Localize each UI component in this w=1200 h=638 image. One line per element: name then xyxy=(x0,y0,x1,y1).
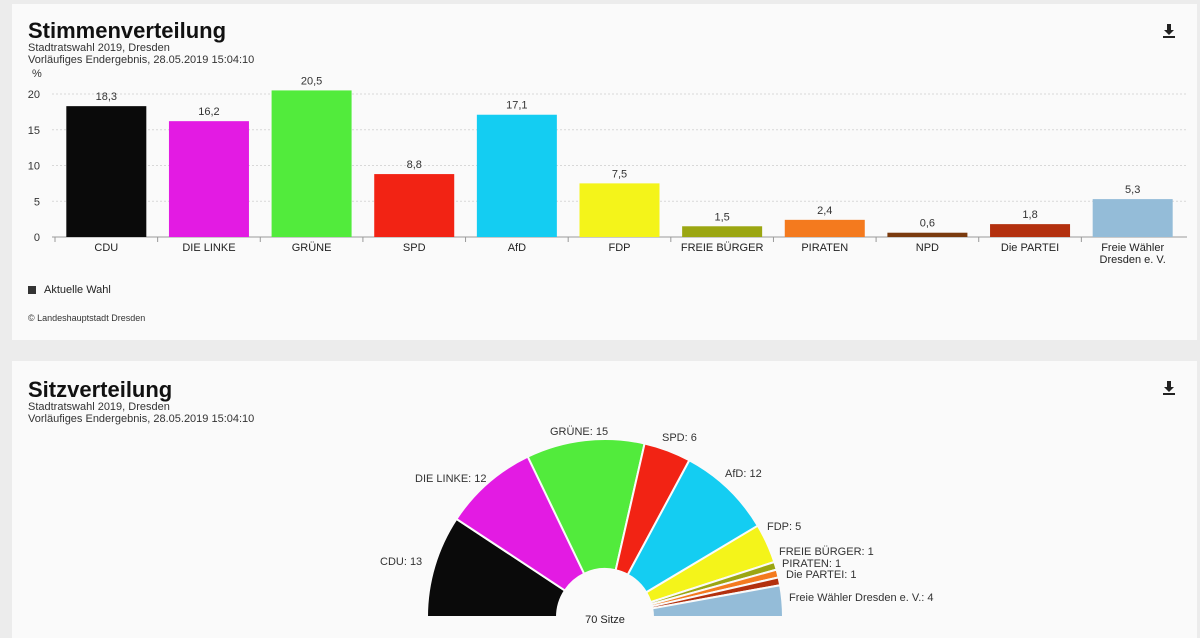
bar-value-label: 8,8 xyxy=(407,159,422,171)
seat-slice-label: FREIE BÜRGER: 1 xyxy=(779,546,874,558)
seat-slice-label: GRÜNE: 15 xyxy=(550,426,608,438)
bar-value-label: 1,5 xyxy=(714,211,729,223)
bar-value-label: 20,5 xyxy=(301,75,322,87)
seats-title: Sitzverteilung xyxy=(28,377,173,402)
bar-value-label: 17,1 xyxy=(506,100,527,112)
bar-afd xyxy=(476,114,557,237)
seat-slice-label: AfD: 12 xyxy=(725,468,762,480)
seat-slice-freie-w-hler-dresden-e-v- xyxy=(651,584,785,618)
bar-gr-ne xyxy=(271,90,352,237)
seat-slice-label: CDU: 13 xyxy=(380,556,422,568)
votes-title: Stimmenverteilung xyxy=(28,18,227,43)
legend-swatch xyxy=(28,286,36,295)
seats-subtitle-election: Stadtratswahl 2019, Dresden xyxy=(28,401,170,413)
download-icon[interactable] xyxy=(1160,22,1178,40)
votes-subtitle-election: Stadtratswahl 2019, Dresden xyxy=(28,42,170,54)
x-tick-label: Die PARTEI xyxy=(1001,242,1059,254)
seats-subtitle-status: Vorläufiges Endergebnis, 28.05.2019 15:0… xyxy=(28,413,255,425)
x-tick-label: CDU xyxy=(94,242,118,254)
download-icon[interactable] xyxy=(1160,379,1178,397)
seat-slice-label: Freie Wähler Dresden e. V.: 4 xyxy=(789,592,934,604)
y-axis-unit: % xyxy=(32,68,42,80)
x-tick-label: PIRATEN xyxy=(801,242,848,254)
bar-die-linke xyxy=(168,121,249,237)
bar-value-label: 18,3 xyxy=(96,91,117,103)
votes-subtitle-status: Vorläufiges Endergebnis, 28.05.2019 15:0… xyxy=(28,54,255,66)
seat-slice-label: FDP: 5 xyxy=(767,521,801,533)
y-tick-label: 5 xyxy=(34,196,40,208)
y-tick-label: 20 xyxy=(28,89,40,101)
bar-freie-w-hler-dresden-e-v- xyxy=(1092,199,1173,237)
y-tick-label: 10 xyxy=(28,161,40,173)
seat-slice-gr-ne xyxy=(526,438,646,576)
votes-bar-chart: % 0 5 10 15 20 18,3 CDU 16,2 DIE LINKE 20,5 GRÜNE 8,… xyxy=(28,68,1187,266)
bar-piraten xyxy=(784,219,865,237)
bar-spd xyxy=(374,174,455,237)
seat-slice-label: SPD: 6 xyxy=(662,432,697,444)
bar-npd xyxy=(887,232,968,237)
seats-panel: Sitzverteilung Stadtratswahl 2019, Dresd… xyxy=(12,361,1197,638)
seat-slice-label: DIE LINKE: 12 xyxy=(415,473,487,485)
copyright-note: © Landeshauptstadt Dresden xyxy=(28,313,146,323)
x-tick-label: SPD xyxy=(403,242,426,254)
legend-label: Aktuelle Wahl xyxy=(44,284,111,296)
seat-slice-cdu xyxy=(425,517,567,618)
bar-value-label: 1,8 xyxy=(1022,209,1037,221)
bar-cdu xyxy=(66,106,147,237)
x-tick-label: AfD xyxy=(508,242,526,254)
y-tick-label: 0 xyxy=(34,232,40,244)
bar-value-label: 2,4 xyxy=(817,205,832,217)
seat-total-label: 70 Sitze xyxy=(585,614,625,626)
legend-item-current-election[interactable]: Aktuelle Wahl xyxy=(28,284,111,296)
bar-value-label: 7,5 xyxy=(612,168,627,180)
x-tick-label: GRÜNE xyxy=(292,242,332,254)
x-tick-label: FDP xyxy=(609,242,631,254)
seat-slice-label: Die PARTEI: 1 xyxy=(786,569,857,581)
x-tick-label: NPD xyxy=(916,242,939,254)
bar-freie-b-rger xyxy=(682,226,763,237)
votes-panel: Stimmenverteilung Stadtratswahl 2019, Dr… xyxy=(12,4,1197,340)
seat-slice-label: PIRATEN: 1 xyxy=(782,558,841,570)
bar-value-label: 5,3 xyxy=(1125,184,1140,196)
x-tick-label: DIE LINKE xyxy=(182,242,235,254)
x-tick-label: Freie Wähler Dresden e. V. xyxy=(1100,242,1166,266)
seats-semicircle-chart: CDU: 13 DIE LINKE: 12 GRÜNE: 15 SPD: 6 AfD: … xyxy=(380,426,934,626)
y-tick-label: 15 xyxy=(28,125,40,137)
bar-die-partei xyxy=(990,224,1071,237)
bar-fdp xyxy=(579,183,660,237)
bar-value-label: 0,6 xyxy=(920,218,935,230)
bar-value-label: 16,2 xyxy=(198,106,219,118)
x-tick-label: FREIE BÜRGER xyxy=(681,242,764,254)
